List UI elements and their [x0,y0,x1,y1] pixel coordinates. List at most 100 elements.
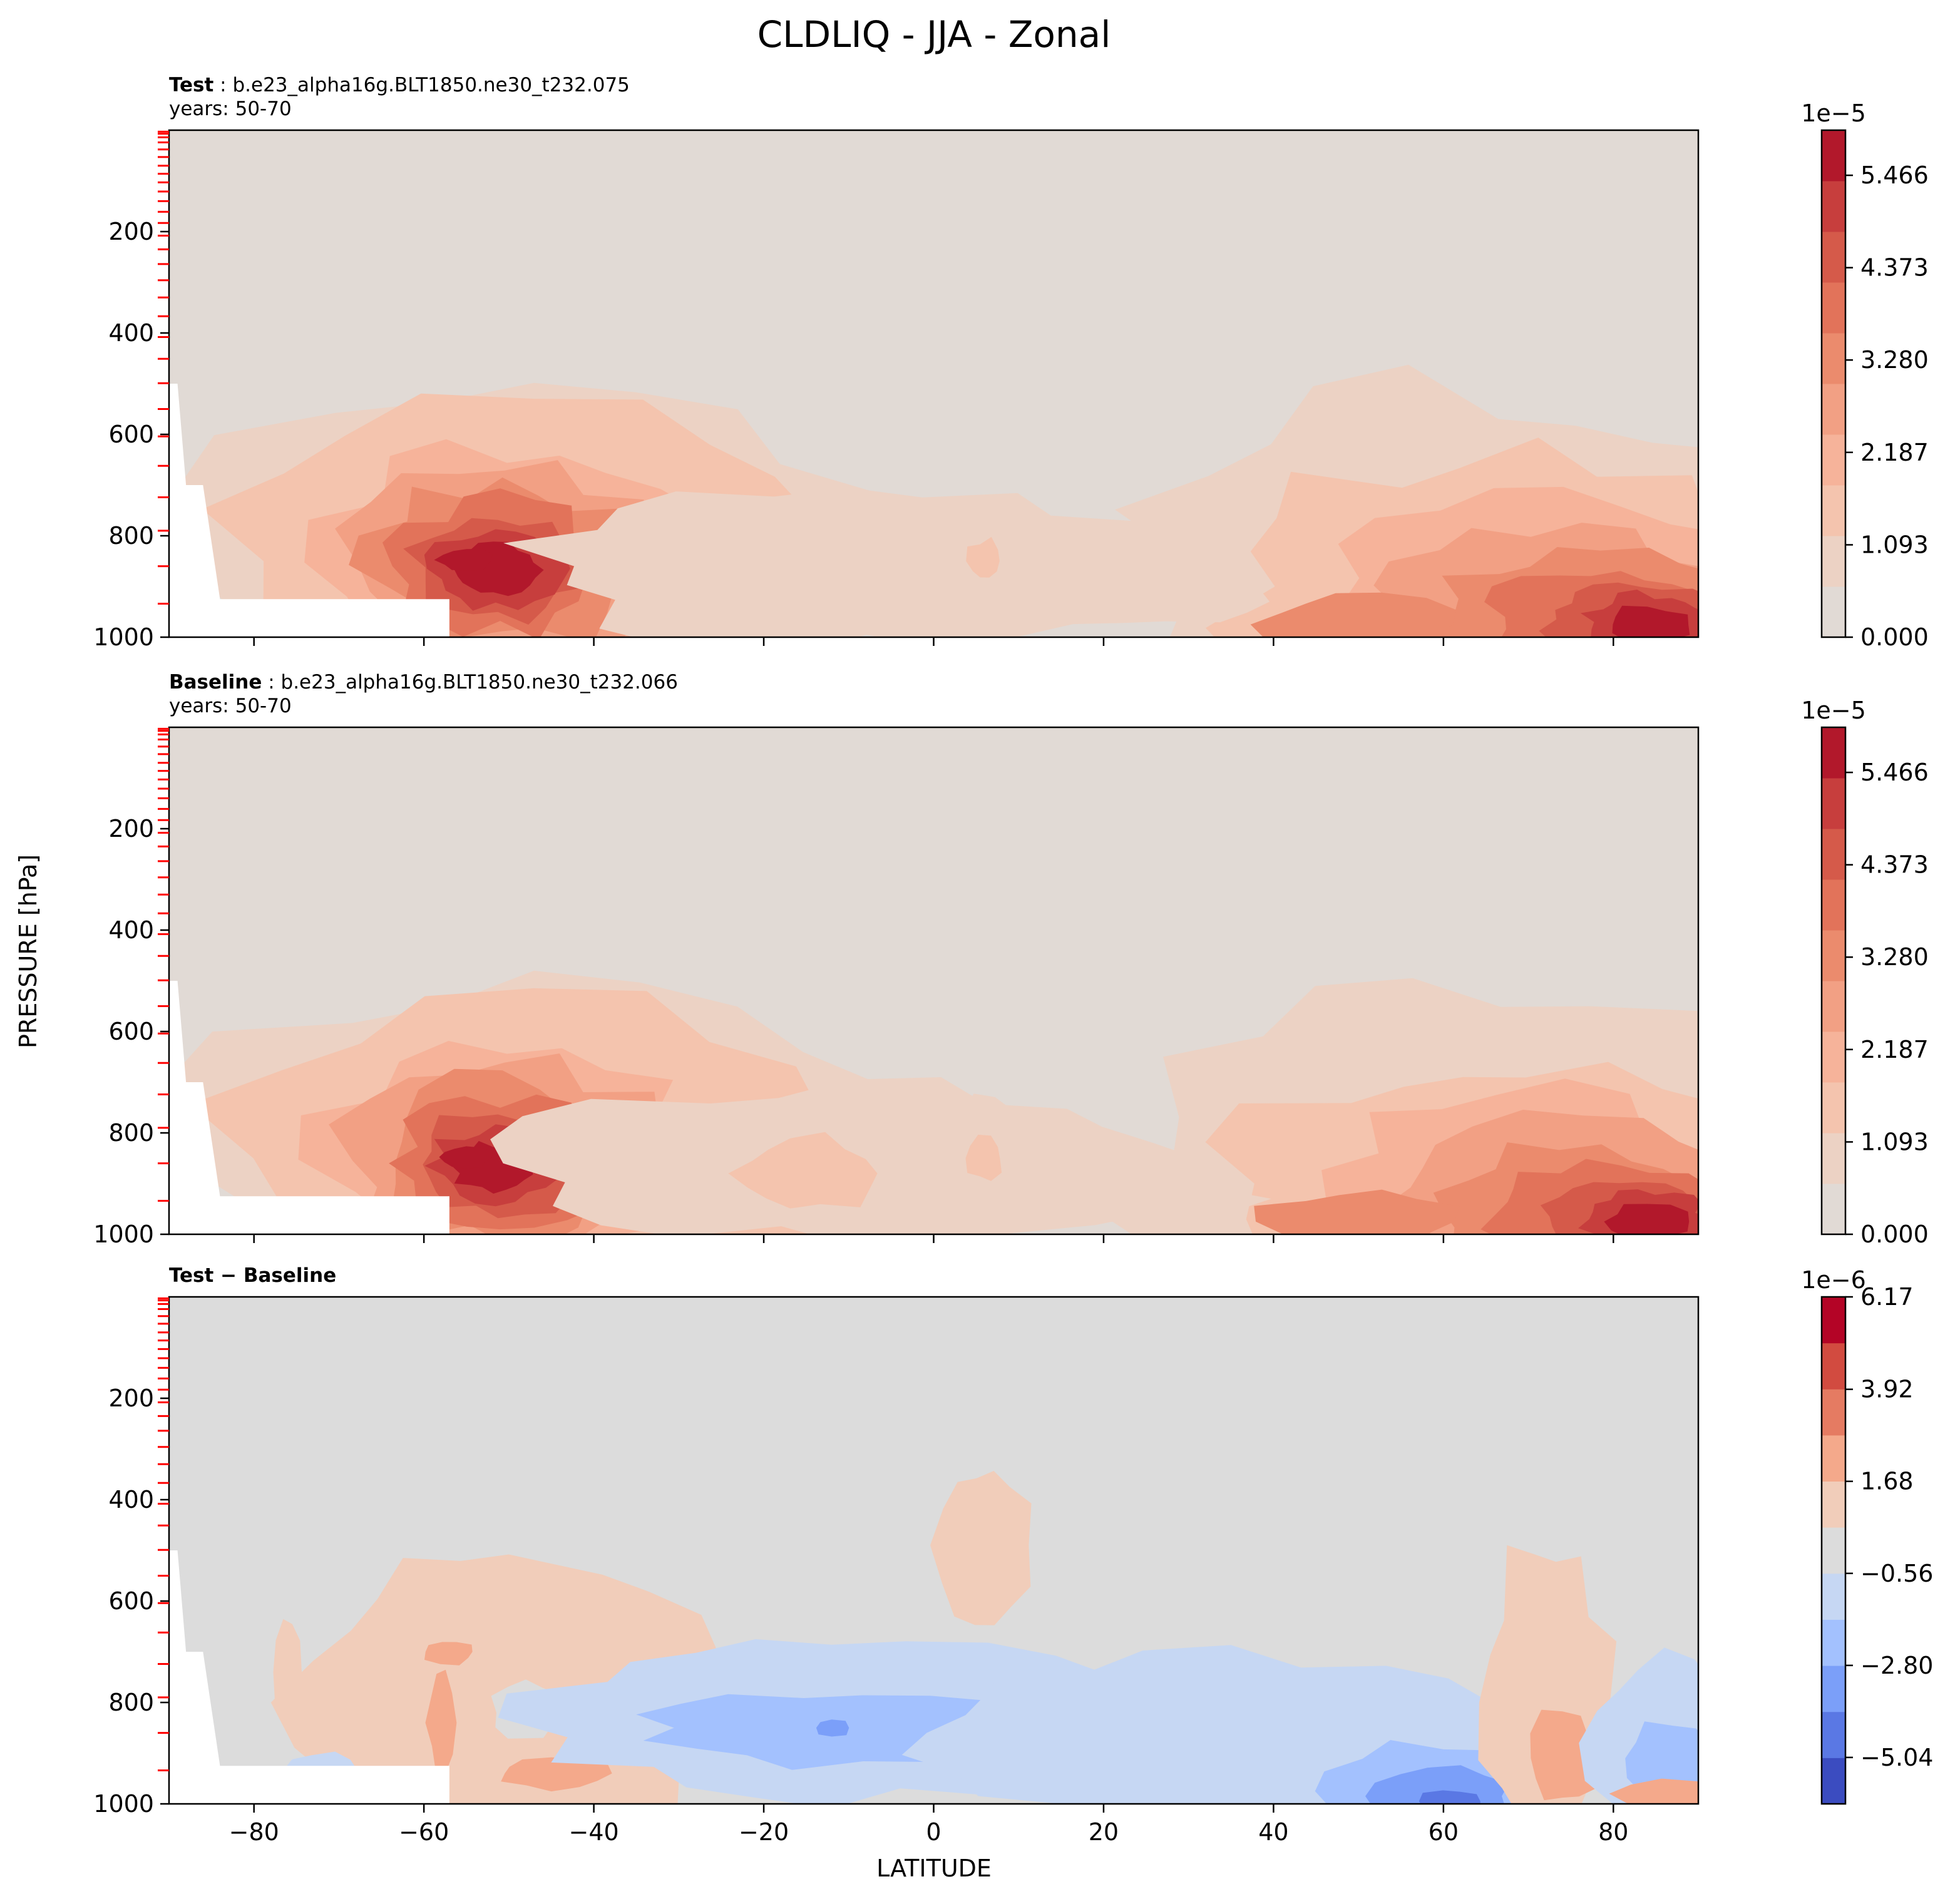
colorbar-segment [1822,1435,1845,1482]
colorbar-tick-label: 3.280 [1860,943,1929,971]
colorbar-frame [1820,726,1847,1236]
colorbar-segment [1822,1758,1845,1804]
colorbar-segment [1822,181,1845,232]
contour-midlat-north [1254,1189,1460,1234]
colorbar-tick-label: 2.187 [1860,439,1929,466]
contour-peak-arctic [1612,605,1690,637]
colorbar-segment [1822,1343,1845,1390]
colorbar-segment [1822,434,1845,486]
colorbar-tick-label: 1.68 [1860,1468,1914,1495]
colorbar-tick-label: −0.56 [1860,1560,1933,1587]
panel-baseline: 200 400 600 800 1000 Baseline : b.e23_alpha16… [93,671,1929,1248]
y-tick-label: 600 [108,1018,154,1045]
contour-peak-arctic [1604,1204,1690,1234]
colorbar-segment [1822,485,1845,536]
y-tick-label: 200 [108,815,154,842]
missing-data-region [169,384,449,637]
y-tick-label: 600 [108,1587,154,1615]
colorbar-tick-label: 0.000 [1860,1221,1929,1248]
colorbar-frame [1820,1296,1847,1805]
colorbar-tick-label: 3.92 [1860,1376,1914,1403]
colorbar-tick-label: 1.093 [1860,531,1929,558]
colorbar-segment [1822,1573,1845,1620]
y-tick-label: 800 [108,1119,154,1147]
contour-positive-upper-equatorial [930,1471,1032,1625]
colorbar-segment [1822,879,1845,931]
y-axis-title: PRESSURE [hPa] [14,854,42,1048]
contour-positive-south-upper [424,1642,473,1666]
y-tick-label: 200 [108,1385,154,1412]
colorbar-segment [1822,930,1845,981]
colorbar-segment [1822,282,1845,334]
contour-negative-arctic-core [1625,1721,1698,1796]
colorbar-tick-label: 6.17 [1860,1283,1914,1311]
panel-title: Test : b.e23_alpha16g.BLT1850.ne30_t232.… [169,74,630,96]
colorbar: 0.000 1.093 2.187 3.280 4.373 5.466 1e−5 [1801,100,1929,651]
y-tick-label: 800 [108,522,154,550]
y-tick-label: 400 [108,1486,154,1513]
x-tick-label: 80 [1598,1818,1628,1846]
contour-field [169,970,1698,1234]
contour-positive-south-core [501,1757,612,1792]
colorbar-exponent: 1e−5 [1801,697,1866,724]
missing-data-region [169,1550,449,1804]
x-tick-label: 0 [926,1818,941,1846]
colorbar-tick-label: 5.466 [1860,759,1929,786]
contour-peak-south [434,548,493,571]
colorbar-tick-label: 4.373 [1860,851,1929,879]
colorbar-tick-label: 3.280 [1860,346,1929,374]
y-tick-label: 200 [108,218,154,245]
figure-title: CLDLIQ - JJA - Zonal [757,13,1111,56]
x-tick-label: −20 [739,1818,789,1846]
y-tick-label: 1000 [93,623,154,651]
x-tick-label: 20 [1089,1818,1119,1846]
colorbar-segment [1822,384,1845,435]
x-tick-label: −40 [569,1818,619,1846]
contour-midlat-north [1250,592,1456,637]
panel-subtitle: years: 50-70 [169,695,292,717]
colorbar-segment [1822,1184,1845,1235]
colorbar-segment [1822,586,1845,638]
colorbar-segment [1822,981,1845,1032]
contour-positive-north-core [1530,1709,1600,1801]
colorbar-segment [1822,1031,1845,1083]
colorbar-segment [1822,778,1845,829]
colorbar: 6.17 3.92 1.68 −0.56 −2.80 −5.04 1e−6 [1801,1266,1933,1805]
colorbar-segment [1822,1082,1845,1134]
colorbar-segment [1822,1297,1845,1344]
x-axis-title: LATITUDE [876,1855,992,1882]
x-tick-label: 40 [1258,1818,1288,1846]
contour-subtropics-north [1029,575,1270,625]
contour-negative-subpolar-peak [1419,1790,1480,1804]
colorbar-tick-label: 2.187 [1860,1036,1929,1063]
panel-difference: 200 400 600 800 1000 −80 −60 −40 −20 0 20 40 60 80 Tes… [93,1264,1933,1846]
colorbar-tick-label: −5.04 [1860,1744,1933,1771]
contour-positive-far-south [273,1619,302,1725]
colorbar-tick-label: 1.093 [1860,1128,1929,1155]
panel-title: Test − Baseline [169,1264,336,1287]
contour-positive-south-column [425,1669,457,1775]
colorbar-tick-label: 0.000 [1860,623,1929,651]
colorbar-tick-label: 4.373 [1860,254,1929,282]
colorbar-segment [1822,1133,1845,1184]
panel-subtitle: years: 50-70 [169,98,292,120]
colorbar-frame [1820,129,1847,638]
x-tick-label: 60 [1429,1818,1459,1846]
colorbar-segment [1822,727,1845,779]
colorbar-segment [1822,1389,1845,1436]
colorbar-segment [1822,1619,1845,1666]
contour-field [169,1471,1698,1804]
missing-data-region [169,981,449,1234]
panel-test: 200 400 600 800 1000 Test : b.e23_alpha16g.BL… [93,74,1929,651]
y-tick-label: 400 [108,319,154,347]
colorbar-tick-label: 5.466 [1860,161,1929,189]
contour-subtropics-north [1047,1172,1271,1221]
y-tick-label: 1000 [93,1790,154,1818]
x-tick-label: −60 [399,1818,449,1846]
colorbar-exponent: 1e−5 [1801,100,1866,127]
contour-tropical-core [595,535,938,617]
contour-field [169,364,1698,637]
y-tick-label: 400 [108,916,154,944]
contour-equatorial-core [966,536,1000,578]
